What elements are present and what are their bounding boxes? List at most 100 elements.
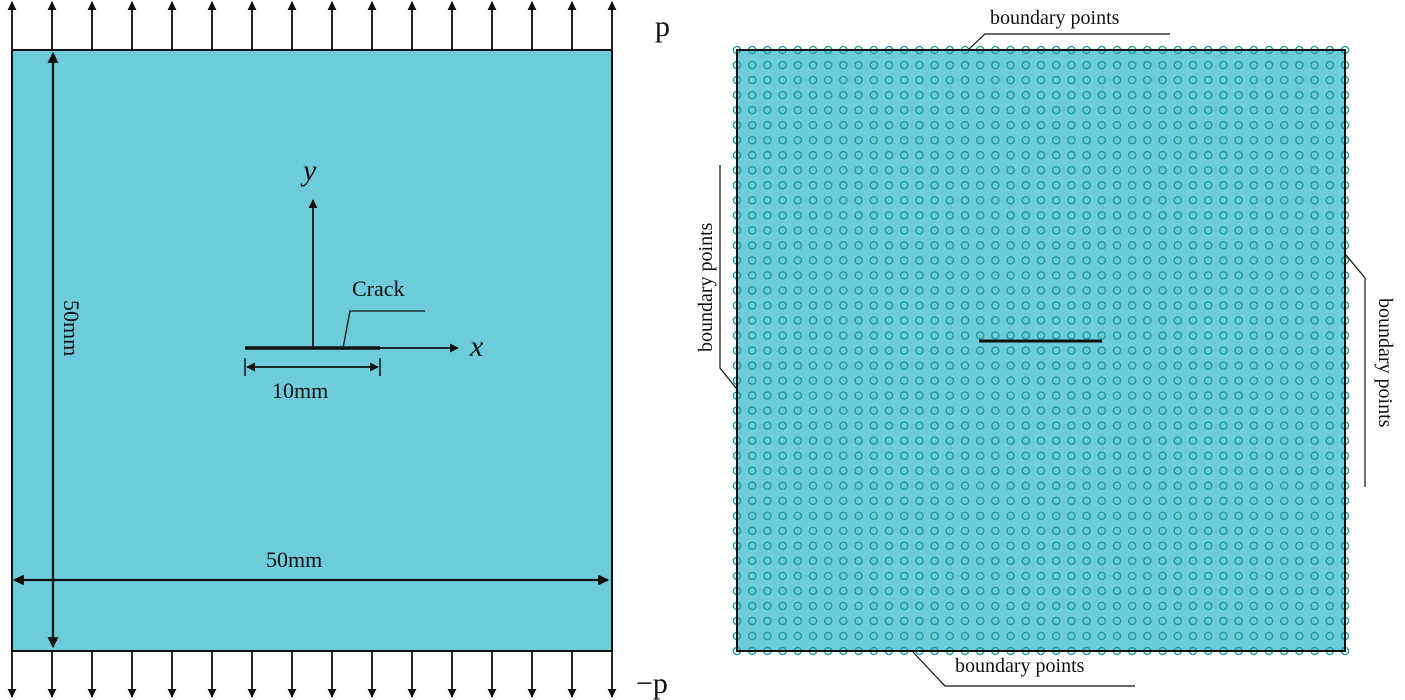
node-point bbox=[945, 210, 955, 220]
node-point bbox=[778, 75, 787, 85]
node-point bbox=[1051, 301, 1061, 310]
node-point bbox=[960, 391, 970, 400]
node-point bbox=[763, 195, 772, 205]
node-point bbox=[960, 436, 970, 445]
node-point bbox=[1325, 361, 1335, 370]
node-point bbox=[1279, 195, 1289, 205]
node-point bbox=[1097, 526, 1107, 536]
node-point bbox=[1203, 511, 1213, 521]
node-point bbox=[1097, 301, 1107, 310]
node-point bbox=[1112, 331, 1122, 340]
node-point bbox=[930, 541, 939, 551]
node-point bbox=[899, 571, 909, 581]
node-point bbox=[899, 120, 909, 130]
node-point bbox=[823, 481, 833, 491]
node-point bbox=[975, 346, 985, 355]
node-point bbox=[1051, 436, 1061, 445]
node-point bbox=[763, 225, 772, 235]
node-point bbox=[1112, 586, 1122, 596]
node-point bbox=[1127, 165, 1137, 175]
node-point bbox=[1021, 451, 1031, 460]
node-point bbox=[915, 436, 924, 445]
node-point bbox=[823, 241, 833, 250]
node-point bbox=[778, 90, 787, 100]
node-point bbox=[1097, 481, 1107, 491]
node-point bbox=[1173, 135, 1183, 145]
node-point bbox=[808, 511, 818, 521]
node-point bbox=[869, 616, 879, 626]
node-point bbox=[1295, 286, 1304, 295]
node-point bbox=[1173, 225, 1183, 235]
node-point bbox=[1295, 406, 1304, 415]
node-point bbox=[1158, 571, 1167, 581]
node-point bbox=[1219, 180, 1228, 190]
node-point bbox=[793, 301, 803, 310]
node-point bbox=[1325, 526, 1335, 536]
node-point bbox=[854, 150, 863, 160]
node-point bbox=[975, 631, 985, 641]
node-point bbox=[1127, 436, 1137, 445]
node-point bbox=[1127, 451, 1137, 460]
node-point bbox=[899, 376, 909, 385]
node-point bbox=[1021, 346, 1031, 355]
node-point bbox=[747, 180, 757, 190]
node-point bbox=[747, 481, 757, 491]
node-point bbox=[884, 421, 894, 430]
node-point bbox=[808, 571, 818, 581]
node-point bbox=[1249, 301, 1259, 310]
node-point bbox=[1188, 421, 1198, 430]
node-point bbox=[1143, 586, 1152, 596]
node-point bbox=[960, 556, 970, 566]
node-point bbox=[945, 421, 955, 430]
node-point bbox=[778, 135, 787, 145]
node-point bbox=[1264, 586, 1274, 596]
node-point bbox=[763, 180, 772, 190]
node-point bbox=[1082, 331, 1091, 340]
node-point bbox=[1234, 90, 1243, 100]
node-point bbox=[1158, 105, 1167, 115]
node-point bbox=[1310, 331, 1319, 340]
node-point bbox=[1143, 331, 1152, 340]
node-point bbox=[1264, 286, 1274, 295]
node-point bbox=[839, 556, 848, 566]
node-point bbox=[1188, 391, 1198, 400]
node-point bbox=[823, 601, 833, 611]
node-point bbox=[1006, 150, 1015, 160]
node-point bbox=[899, 436, 909, 445]
node-point bbox=[1279, 346, 1289, 355]
node-point bbox=[793, 541, 803, 551]
node-point bbox=[1067, 271, 1076, 280]
node-point bbox=[945, 496, 955, 506]
node-point bbox=[975, 120, 985, 130]
node-point bbox=[945, 150, 955, 160]
node-point bbox=[793, 346, 803, 355]
node-point bbox=[1021, 286, 1031, 295]
node-point bbox=[991, 105, 1000, 115]
node-point bbox=[1006, 286, 1015, 295]
node-point bbox=[1006, 556, 1015, 566]
crack-leader bbox=[342, 310, 425, 349]
node-point bbox=[915, 165, 924, 175]
node-point bbox=[1295, 241, 1304, 250]
node-point bbox=[869, 135, 879, 145]
node-point bbox=[915, 631, 924, 641]
node-point bbox=[1219, 601, 1228, 611]
node-point bbox=[778, 271, 787, 280]
node-point bbox=[763, 496, 772, 506]
node-point bbox=[1310, 225, 1319, 235]
node-point bbox=[975, 256, 985, 265]
node-point bbox=[1203, 75, 1213, 85]
node-point bbox=[1279, 406, 1289, 415]
node-point bbox=[1067, 225, 1076, 235]
node-point bbox=[808, 316, 818, 325]
node-point bbox=[1249, 496, 1259, 506]
node-point bbox=[1112, 225, 1122, 235]
node-point bbox=[1279, 241, 1289, 250]
node-point bbox=[808, 451, 818, 460]
node-point bbox=[930, 90, 939, 100]
node-point bbox=[1097, 271, 1107, 280]
node-point bbox=[1310, 120, 1319, 130]
node-point bbox=[763, 60, 772, 70]
node-point bbox=[1112, 165, 1122, 175]
node-point bbox=[823, 511, 833, 521]
